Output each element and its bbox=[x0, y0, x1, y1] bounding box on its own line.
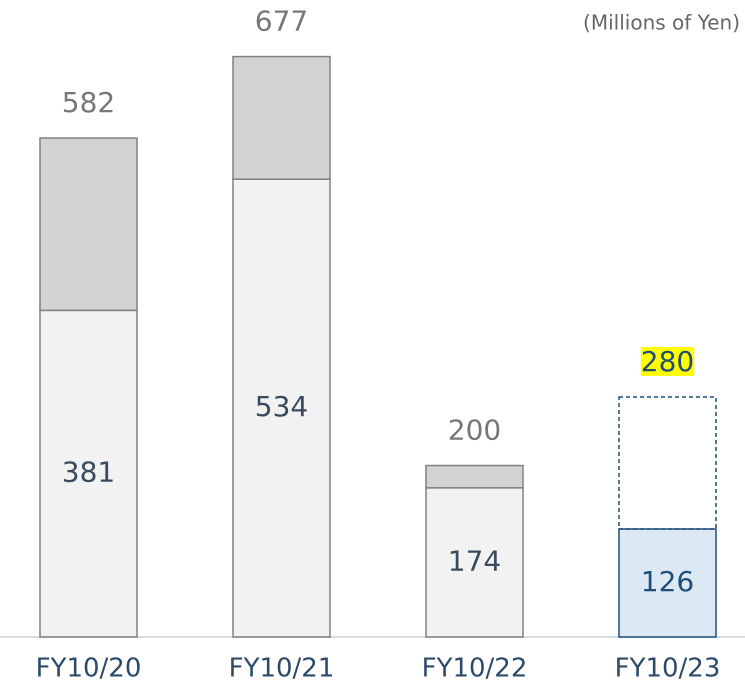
x-tick-label: FY10/22 bbox=[422, 654, 528, 684]
total-label: 582 bbox=[62, 86, 115, 119]
bar-segment bbox=[425, 464, 524, 489]
bar-segment bbox=[39, 309, 138, 638]
segment-label: 534 bbox=[255, 390, 308, 423]
bar-segment bbox=[232, 55, 331, 180]
segment-label: 174 bbox=[448, 544, 501, 577]
bar-segment bbox=[618, 396, 717, 530]
total-label: 200 bbox=[448, 414, 501, 447]
unit-label: (Millions of Yen) bbox=[583, 11, 740, 35]
bar-segment bbox=[39, 137, 138, 312]
x-tick-label: FY10/21 bbox=[229, 654, 335, 684]
segment-label: 381 bbox=[62, 456, 115, 489]
segment-label: 126 bbox=[641, 565, 694, 598]
total-label: 677 bbox=[255, 5, 308, 38]
bar-segment bbox=[618, 528, 717, 638]
bar-segment bbox=[232, 178, 331, 638]
total-label: 280 bbox=[641, 345, 694, 378]
x-tick-label: FY10/23 bbox=[615, 654, 721, 684]
x-tick-label: FY10/20 bbox=[36, 654, 142, 684]
label-highlight bbox=[640, 346, 695, 376]
